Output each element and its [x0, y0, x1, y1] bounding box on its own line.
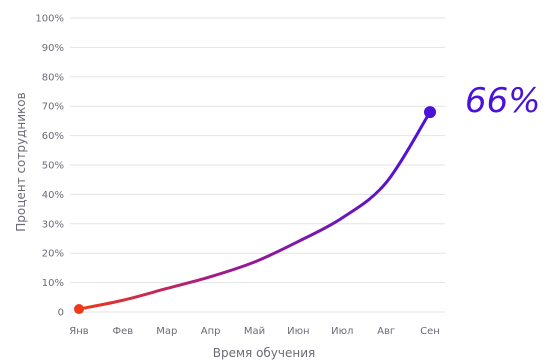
y-axis-title: Процент сотрудников: [14, 92, 28, 231]
y-tick-label: 80%: [42, 72, 64, 83]
x-tick-label: Мар: [156, 326, 177, 337]
x-tick-label: Янв: [69, 326, 88, 337]
x-tick-label: Май: [244, 326, 265, 337]
end-value-label: 66%: [465, 81, 541, 121]
x-tick-label: Фев: [113, 326, 134, 337]
y-tick-label: 100%: [35, 14, 64, 25]
x-tick-label: Авг: [377, 326, 395, 337]
grid-lines: [70, 17, 445, 313]
y-tick-label: 90%: [42, 43, 64, 54]
x-tick-label: Сен: [420, 326, 440, 337]
end-point: [424, 106, 436, 119]
y-tick-label: 40%: [42, 190, 64, 201]
x-axis-title: Время обучения: [213, 346, 316, 360]
start-point: [74, 304, 84, 315]
y-tick-label: 0: [58, 308, 64, 319]
y-tick-label: 30%: [42, 219, 64, 230]
y-tick-label: 50%: [42, 161, 64, 172]
x-tick-label: Июл: [331, 326, 353, 337]
x-tick-label: Апр: [201, 326, 221, 337]
y-tick-label: 10%: [42, 278, 64, 289]
y-tick-label: 70%: [42, 102, 64, 113]
series-line: [77, 110, 432, 311]
y-tick-label: 20%: [42, 249, 64, 260]
x-axis-ticks: Янв Фев Мар Апр Май Июн Июл Авг Сен: [69, 326, 440, 337]
y-tick-label: 60%: [42, 131, 64, 142]
y-axis-ticks: 0 10% 20% 30% 40% 50% 60% 70% 80% 90% 100%: [35, 14, 64, 319]
x-tick-label: Июн: [287, 326, 309, 337]
